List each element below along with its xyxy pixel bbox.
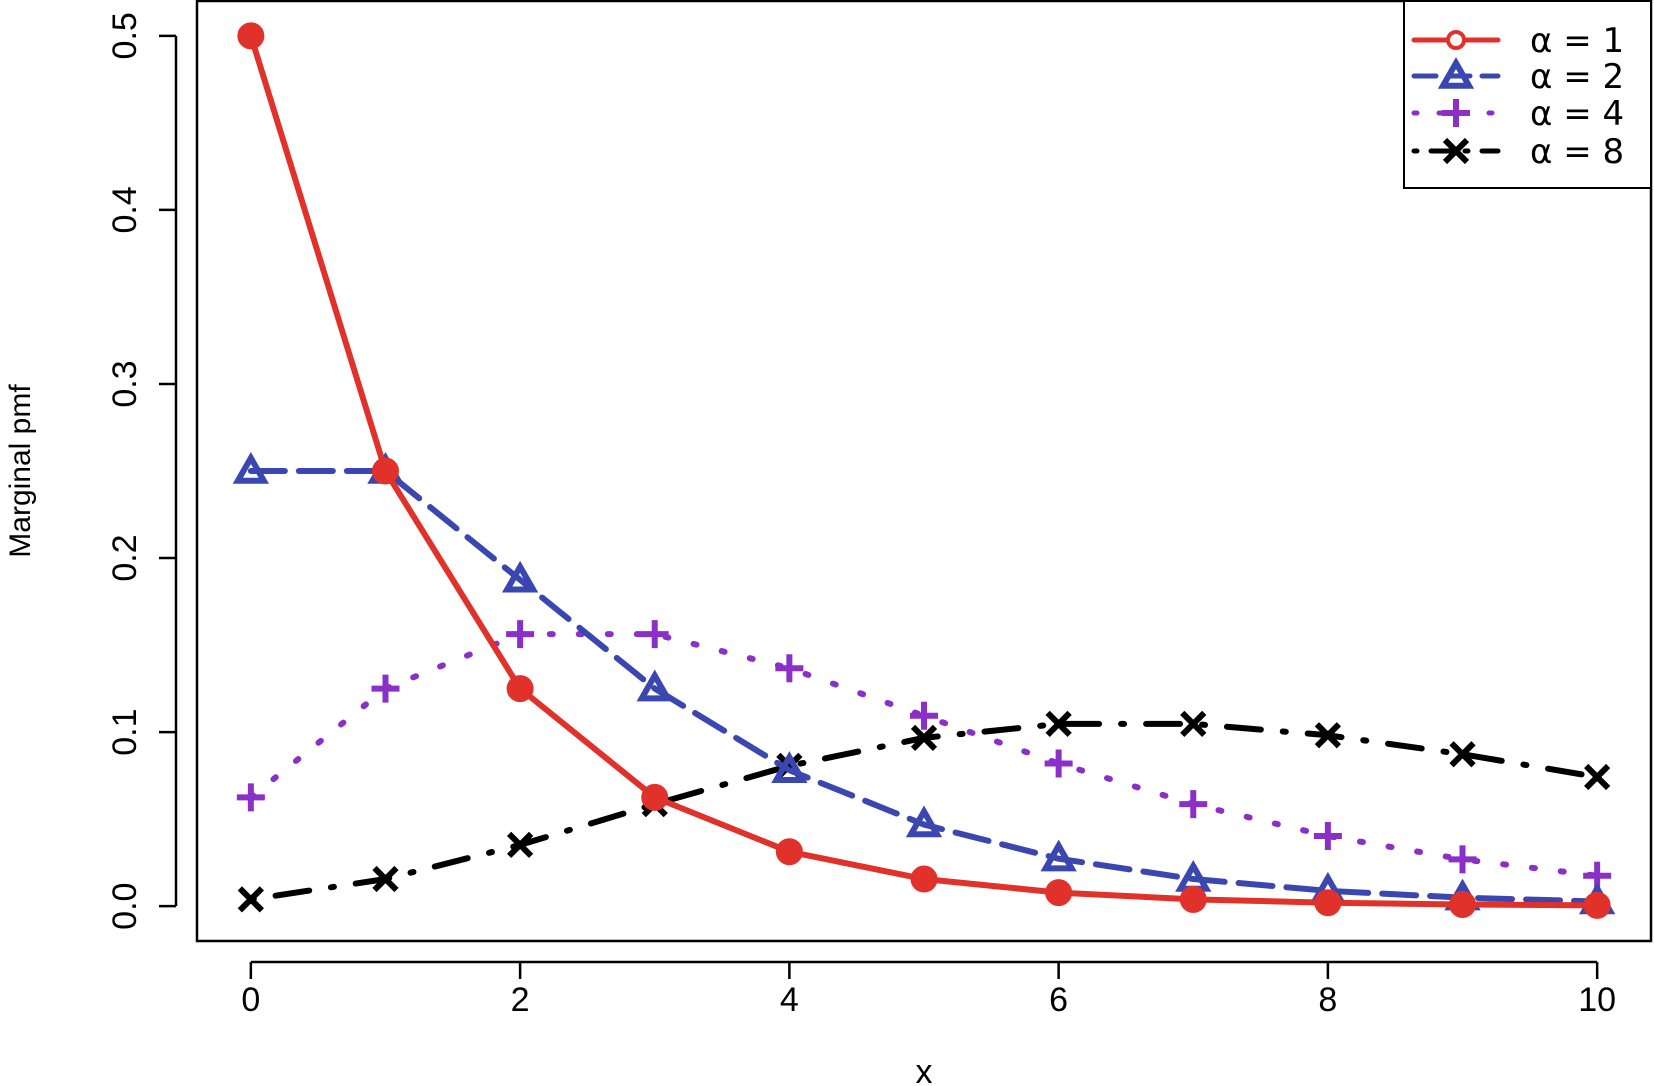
legend-label: α = 1 [1530,21,1624,61]
data-point [640,620,669,649]
data-point [237,886,264,913]
data-point [371,457,399,485]
data-point [775,838,803,866]
series-2 [232,451,1616,915]
data-point [372,865,399,893]
y-tick-label: 0.5 [106,12,144,59]
data-point [1449,741,1476,768]
legend-marker [1442,99,1470,127]
series-line [247,631,1601,879]
legend-label: α = 4 [1530,94,1624,134]
legend-label: α = 2 [1530,57,1624,97]
data-point [775,654,804,683]
data-point [1583,891,1611,919]
y-axis-label: Marginal pmf [4,384,37,558]
x-axis-label: x [916,1053,933,1086]
data-point [771,751,808,783]
y-tick-label: 0.1 [106,708,144,755]
legend-entry: α = 8 [1411,132,1624,172]
x-tick-label: 0 [241,981,260,1019]
series-line [247,32,1601,909]
legend: α = 1α = 2α = 4α = 8 [1403,0,1652,189]
data-point [1044,749,1073,778]
x-tick-label: 4 [780,981,799,1019]
data-point [237,22,265,50]
data-point [1313,822,1342,851]
data-point [506,831,534,859]
x-axis: 0 2 4 6 8 10 [241,960,1616,1019]
legend-entry: α = 4 [1411,94,1624,134]
data-point [501,560,539,593]
data-point [506,675,534,703]
data-point [1045,710,1072,738]
data-point [1045,879,1073,907]
data-point [1179,790,1208,819]
data-point [636,669,673,702]
series-3 [236,620,1612,890]
data-point [506,620,535,649]
y-tick-label: 0.4 [106,186,144,233]
y-tick-label: 0.0 [106,883,144,930]
legend-marker [1437,56,1475,89]
y-tick-label: 0.3 [106,360,144,407]
x-tick-label: 8 [1318,981,1337,1019]
data-point [1179,885,1207,913]
plot-border [195,0,1653,943]
y-axis: 0.0 0.1 0.2 0.3 0.4 0.5 [106,12,178,930]
legend-label: α = 8 [1530,132,1624,172]
x-tick-label: 6 [1049,981,1068,1019]
data-point [910,724,938,751]
legend-marker [1446,30,1466,50]
data-point [1448,845,1477,874]
y-tick-label: 0.2 [106,534,144,581]
series-1 [237,22,1611,919]
data-point [905,805,943,838]
data-point [236,783,265,812]
data-point [1040,839,1077,872]
legend-marker [1442,137,1470,165]
series-layer [232,22,1616,919]
data-point [1314,889,1342,917]
data-point [232,451,270,484]
data-point [910,865,938,893]
legend-entry: α = 1 [1411,21,1624,61]
data-point [371,674,400,703]
legend-entry: α = 2 [1411,56,1624,97]
data-point [1449,890,1477,918]
data-point [910,701,938,730]
x-tick-label: 10 [1578,981,1616,1019]
x-tick-label: 2 [511,981,530,1019]
data-point [1180,710,1207,738]
data-point [1584,763,1611,791]
data-point [641,783,669,811]
legend-box [1403,0,1652,189]
data-point [1314,722,1342,749]
series-line [247,468,1601,905]
